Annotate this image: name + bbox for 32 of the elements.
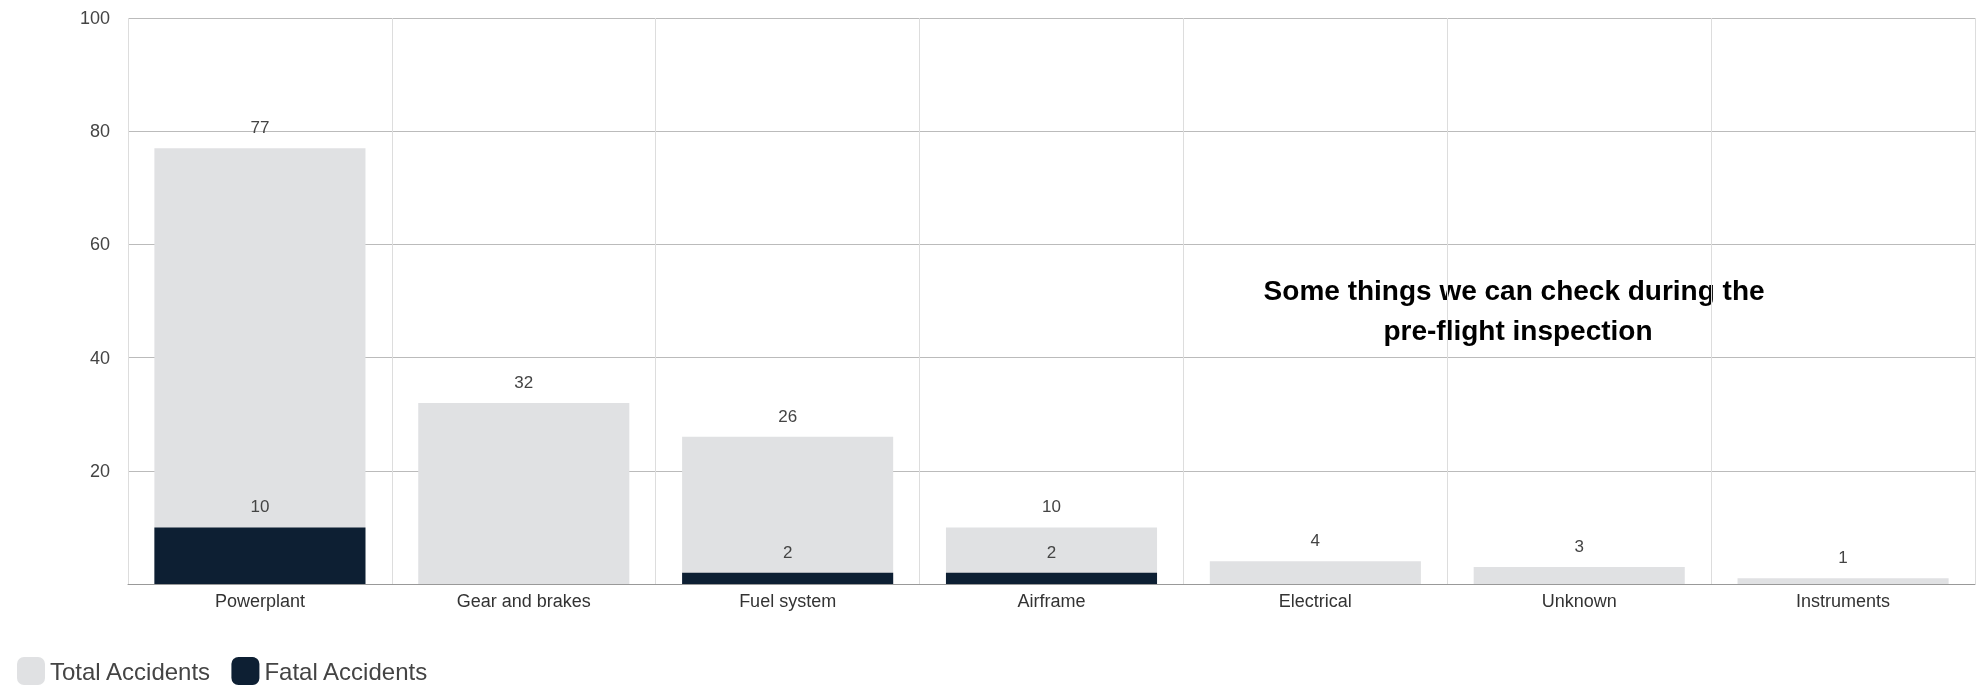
x-tick-label: Gear and brakes (456, 591, 591, 611)
y-tick-label: 20 (89, 460, 110, 481)
data-label: 32 (514, 372, 534, 392)
bar (945, 572, 1158, 584)
x-tick-label: Unknown (1541, 591, 1617, 611)
data-label: 4 (1310, 531, 1321, 551)
bar (1737, 578, 1949, 584)
x-tick-label: Airframe (1017, 591, 1086, 611)
annotation: Some things we can check during the pre-flight inspection (1263, 274, 1773, 346)
data-label: 26 (778, 406, 798, 426)
x-tick-label: Instruments (1796, 591, 1891, 611)
data-label: 10 (250, 497, 270, 517)
data-label: 3 (1574, 537, 1584, 557)
x-tick-label: Electrical (1278, 591, 1352, 611)
x-tick-label: Powerplant (214, 591, 305, 611)
bar (1209, 561, 1421, 584)
x-tick-label: Fuel system (739, 591, 837, 611)
data-label: 1 (1838, 548, 1848, 568)
bar (154, 527, 366, 584)
bar (682, 572, 894, 584)
data-label: 2 (1046, 542, 1057, 562)
data-label: 77 (250, 118, 270, 138)
data-label: 2 (782, 542, 793, 562)
legend-label: Total Accidents (50, 657, 211, 685)
legend-label: Fatal Accidents (264, 657, 428, 685)
bar (418, 402, 630, 584)
bar (1473, 567, 1685, 584)
data-label: 10 (1042, 497, 1061, 517)
y-tick-label: 80 (89, 121, 110, 142)
y-tick-label: 60 (89, 234, 110, 255)
y-tick-label: 100 (79, 8, 110, 28)
y-tick-label: 40 (89, 347, 110, 368)
